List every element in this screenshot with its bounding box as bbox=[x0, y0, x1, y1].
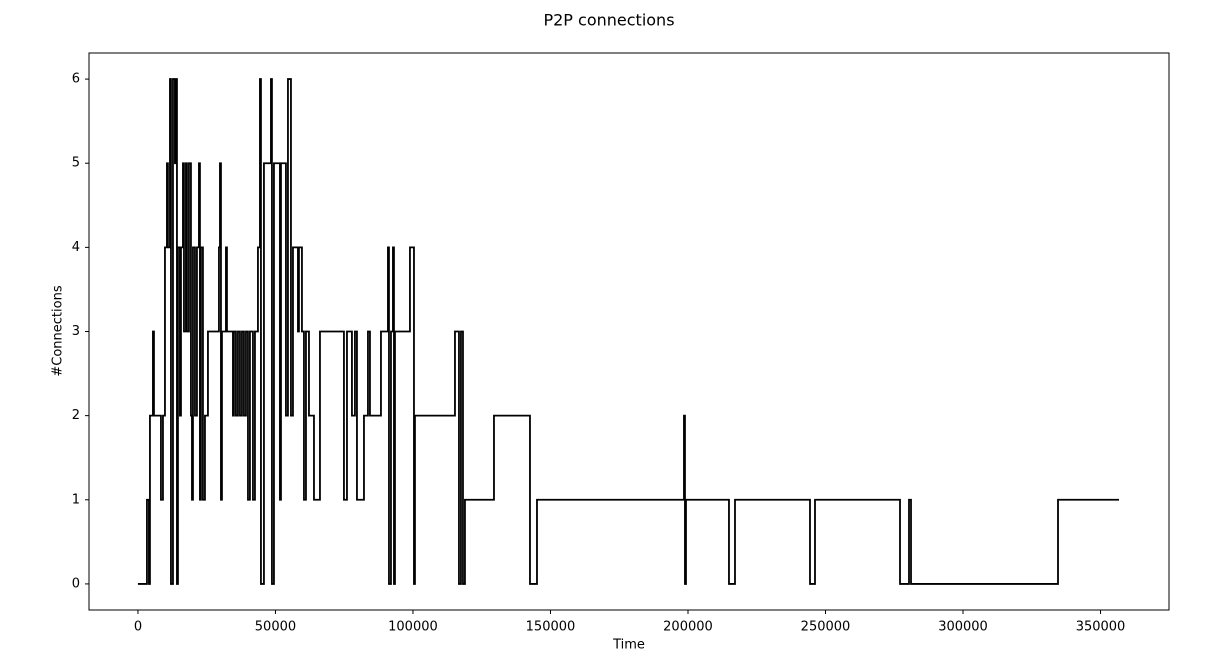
y-tick-label: 3 bbox=[72, 324, 80, 339]
x-tick-label: 100000 bbox=[388, 620, 438, 635]
y-tick-label: 4 bbox=[72, 240, 80, 255]
y-tick-label: 1 bbox=[72, 492, 80, 507]
x-tick-label: 0 bbox=[134, 620, 142, 635]
y-tick-label: 6 bbox=[72, 72, 80, 87]
x-tick-label: 250000 bbox=[801, 620, 851, 635]
y-tick-label: 5 bbox=[72, 156, 80, 171]
x-tick-label: 150000 bbox=[526, 620, 576, 635]
y-tick-label: 0 bbox=[72, 576, 80, 591]
chart-title: P2P connections bbox=[543, 11, 674, 30]
x-axis-label: Time bbox=[612, 638, 645, 653]
x-tick-label: 300000 bbox=[938, 620, 988, 635]
y-tick-label: 2 bbox=[72, 408, 80, 423]
x-tick-label: 50000 bbox=[255, 620, 296, 635]
y-axis-label: #Connections bbox=[51, 285, 66, 376]
plot-frame bbox=[88, 52, 1170, 611]
x-tick-label: 350000 bbox=[1076, 620, 1126, 635]
step-line bbox=[137, 78, 1119, 585]
x-tick-label: 200000 bbox=[663, 620, 713, 635]
